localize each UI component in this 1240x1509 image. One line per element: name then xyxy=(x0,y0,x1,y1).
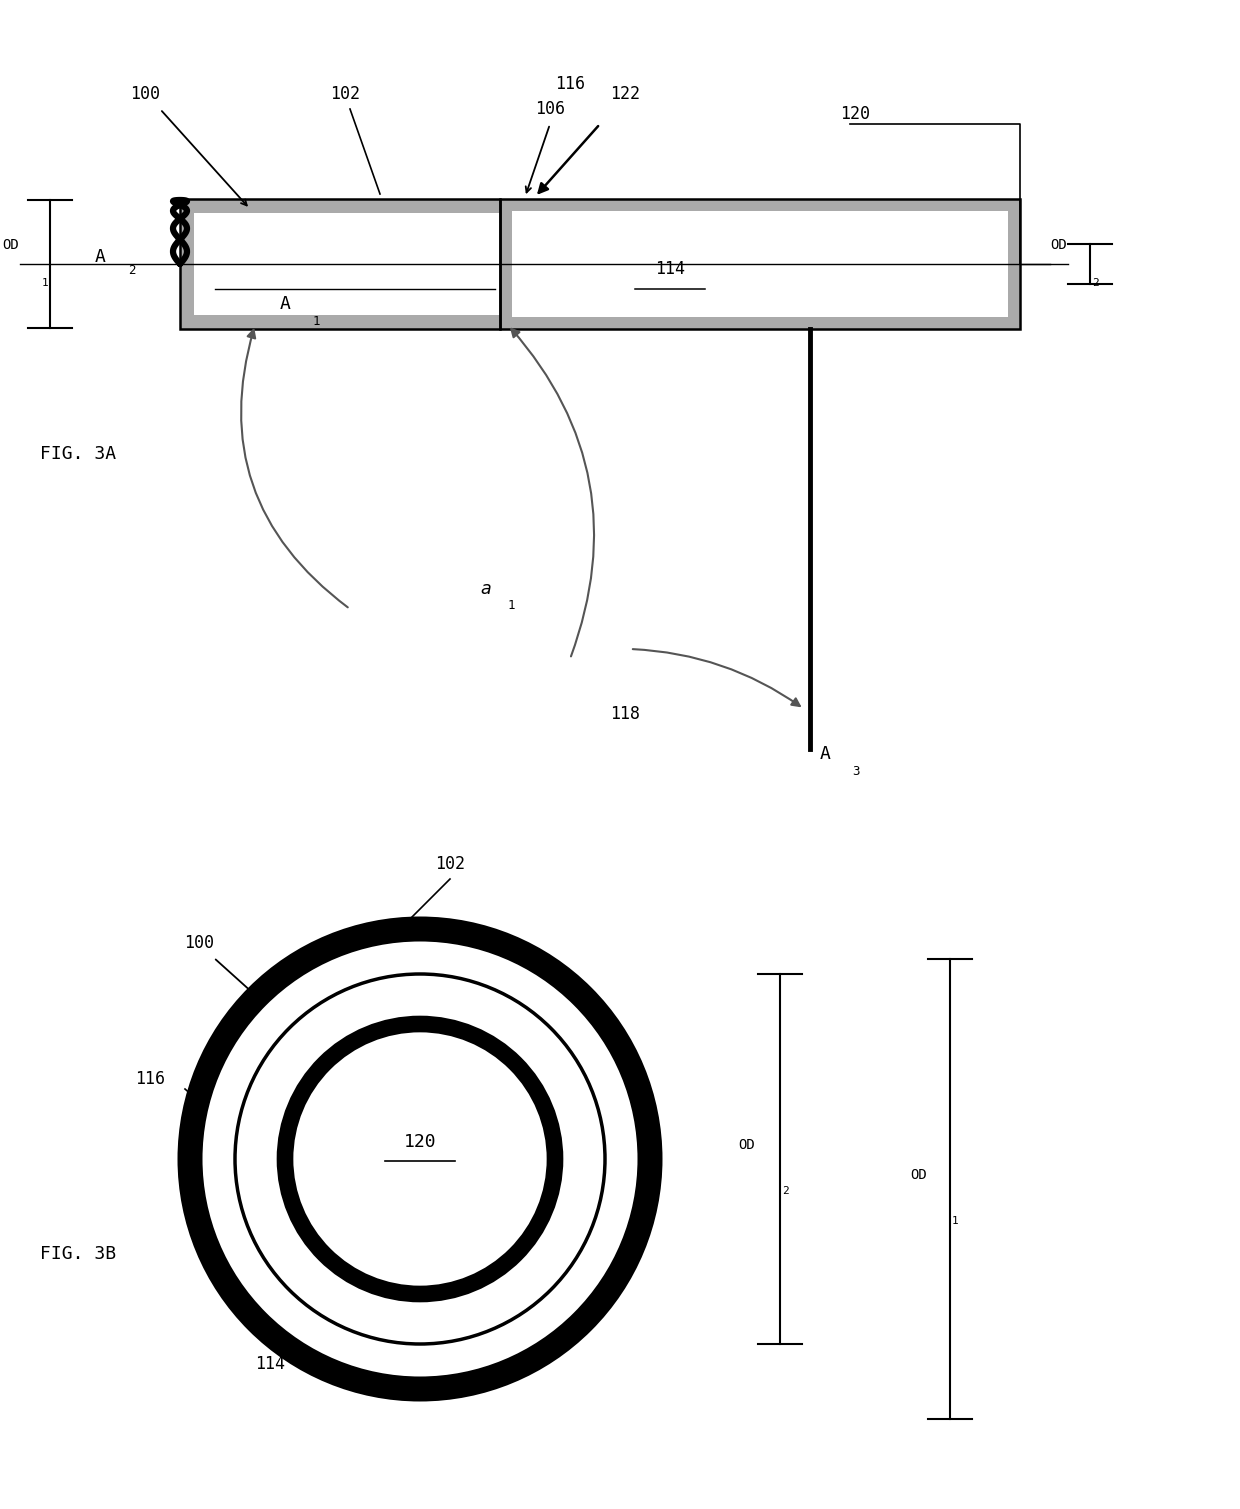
Ellipse shape xyxy=(190,930,650,1388)
Text: 2: 2 xyxy=(1092,278,1099,288)
Text: 106: 106 xyxy=(534,100,565,118)
Text: FIG. 3A: FIG. 3A xyxy=(40,445,117,463)
Text: 118: 118 xyxy=(610,705,640,723)
Text: OD: OD xyxy=(910,1168,926,1182)
Text: A: A xyxy=(820,745,831,764)
Text: 100: 100 xyxy=(184,934,213,952)
Text: 2: 2 xyxy=(128,264,135,278)
Text: 2: 2 xyxy=(782,1186,789,1197)
Text: 116: 116 xyxy=(135,1070,165,1088)
Text: 1: 1 xyxy=(508,599,516,613)
Text: 114: 114 xyxy=(255,1355,285,1373)
Text: 120: 120 xyxy=(839,106,870,124)
Bar xyxy=(180,199,500,329)
Text: A: A xyxy=(280,294,291,312)
Text: a: a xyxy=(480,579,491,598)
Text: 3: 3 xyxy=(852,765,859,779)
Text: A: A xyxy=(95,247,105,266)
Text: OD: OD xyxy=(738,1138,755,1151)
Text: 116: 116 xyxy=(556,75,585,94)
Text: 120: 120 xyxy=(404,1133,436,1151)
Bar xyxy=(512,211,1008,317)
Text: 114: 114 xyxy=(655,260,684,278)
Text: FIG. 3B: FIG. 3B xyxy=(40,1245,117,1263)
Text: 102: 102 xyxy=(435,856,465,874)
Text: OD: OD xyxy=(1050,238,1066,252)
Text: 100: 100 xyxy=(130,85,160,103)
Text: 1: 1 xyxy=(42,278,48,288)
Text: 1: 1 xyxy=(312,315,320,327)
Bar xyxy=(193,213,500,315)
Bar xyxy=(500,199,1021,329)
Ellipse shape xyxy=(236,973,605,1345)
Text: 1: 1 xyxy=(952,1216,959,1225)
Text: 122: 122 xyxy=(610,85,640,103)
Bar xyxy=(180,199,500,329)
Text: 102: 102 xyxy=(330,85,360,103)
Ellipse shape xyxy=(285,1025,556,1295)
Bar xyxy=(500,199,1021,329)
Text: OD: OD xyxy=(2,238,19,252)
